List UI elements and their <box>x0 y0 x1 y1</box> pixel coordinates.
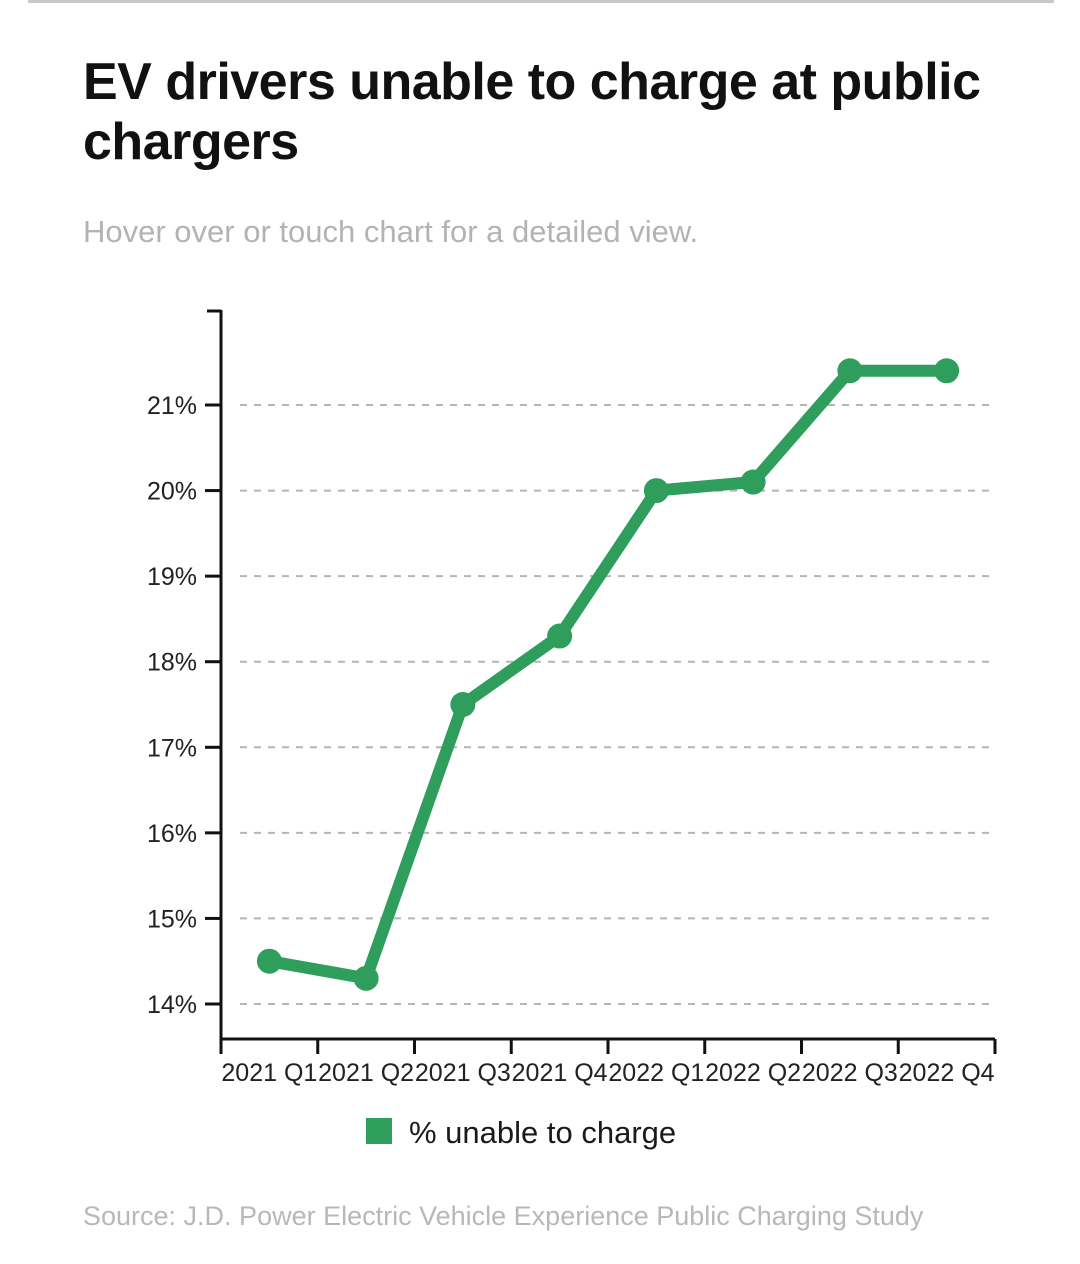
data-point[interactable]: 2021 Q4: 18.3% <box>547 623 573 649</box>
y-axis-ticks: 14% 15% 16% 17% 18% 19% 20% 21% <box>147 392 221 1019</box>
data-point[interactable]: 2021 Q1: 14.5% <box>256 948 282 974</box>
series-percent-unable-to-charge[interactable] <box>263 364 953 985</box>
x-tick-label: 2022 Q2 <box>705 1059 801 1087</box>
x-tick-label: 2022 Q4 <box>899 1059 995 1087</box>
y-tick-label: 19% <box>147 563 197 591</box>
top-divider <box>28 0 1054 3</box>
x-tick-label: 2021 Q2 <box>318 1059 414 1087</box>
legend-label: % unable to charge <box>409 1115 676 1150</box>
chart-subtitle: Hover over or touch chart for a detailed… <box>83 214 699 249</box>
y-tick-label: 18% <box>147 649 197 677</box>
data-points[interactable]: 2021 Q1: 14.5% 2021 Q2: 14.3% 2021 Q3: 17.… <box>256 358 960 991</box>
x-tick-label: 2021 Q4 <box>512 1059 608 1087</box>
x-tick-label: 2022 Q3 <box>802 1059 898 1087</box>
legend: % unable to charge <box>366 1115 676 1150</box>
source-note: Source: J.D. Power Electric Vehicle Expe… <box>83 1201 924 1231</box>
series-line[interactable] <box>263 364 953 985</box>
y-tick-label: 20% <box>147 478 197 506</box>
gridlines <box>240 404 990 1005</box>
data-point[interactable]: 2021 Q2: 14.3% <box>353 965 379 991</box>
data-point[interactable]: 2021 Q3: 17.5% <box>450 692 476 717</box>
y-tick-label: 15% <box>147 905 197 933</box>
data-point[interactable]: 2022 Q2: 20.1% <box>740 469 766 495</box>
y-tick-label: 14% <box>147 991 197 1019</box>
y-tick-label: 16% <box>147 820 197 848</box>
legend-swatch <box>366 1118 392 1144</box>
axes <box>207 309 995 1041</box>
x-tick-label: 2022 Q1 <box>608 1059 704 1087</box>
data-point[interactable]: 2022 Q1: 20% <box>643 478 669 504</box>
data-point[interactable]: 2022 Q3: 21.4% <box>837 358 863 384</box>
y-tick-label: 21% <box>147 392 197 420</box>
x-tick-label: 2021 Q1 <box>221 1059 317 1087</box>
y-tick-label: 17% <box>147 734 197 762</box>
x-axis-ticks: 2021 Q1 2021 Q2 2021 Q3 2021 Q4 2022 Q1 2022 … <box>219 1039 997 1087</box>
line-chart[interactable]: 14%15%16%17%18%19%20%21% 2021 Q1 2021 Q2 2… <box>0 280 1080 1180</box>
data-point[interactable]: 2022 Q4: 21.4% <box>934 358 960 384</box>
chart-title: EV drivers unable to charge at public ch… <box>83 53 981 171</box>
x-tick-label: 2021 Q3 <box>415 1059 511 1087</box>
